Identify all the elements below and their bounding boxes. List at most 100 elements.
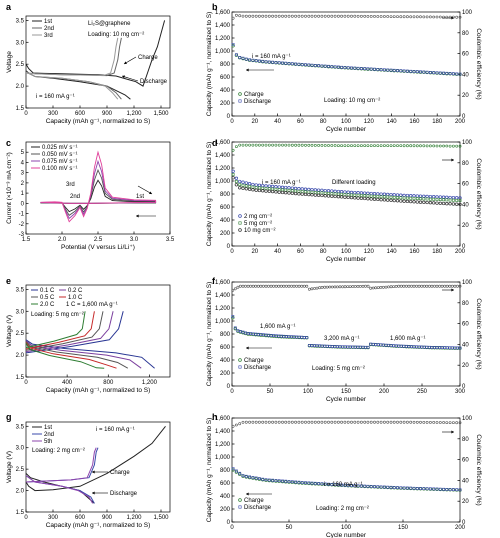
capacity-point [356, 196, 360, 200]
capacity-point [392, 486, 396, 489]
legend-label: 5th [44, 439, 52, 445]
y-tick-label: 1,000 [215, 179, 231, 185]
y-axis-label: Capacity (mAh g⁻¹, normalized to S) [206, 418, 213, 523]
arrowhead [136, 214, 139, 218]
capacity-point [356, 66, 360, 70]
y-axis-label: Voltage (V) [6, 315, 13, 347]
capacity-point [428, 487, 432, 491]
capacity-point [271, 478, 275, 482]
ce-point [396, 420, 399, 424]
capacity-point [376, 68, 380, 71]
x-tick-label: 0 [230, 389, 234, 395]
legend-label: 2nd [44, 26, 54, 32]
capacity-point [271, 60, 275, 64]
x-tick-label: 120 [364, 249, 375, 255]
ce-point [415, 144, 419, 148]
capacity-point [241, 56, 245, 60]
x-tick-label: 200 [455, 249, 466, 255]
series-5th-curve [25, 447, 97, 483]
capacity-point [290, 480, 294, 484]
ce-point [392, 285, 396, 289]
ce-point [445, 421, 449, 425]
capacity-point [317, 64, 321, 68]
capacity-point [379, 198, 383, 202]
capacity-point [236, 329, 240, 333]
legend-label: 5 mg cm⁻² [244, 221, 272, 227]
capacity-point [420, 345, 424, 349]
capacity-point [241, 180, 245, 184]
y-tick-label: 1,200 [215, 166, 231, 172]
capacity-point [320, 344, 324, 348]
ce-point [396, 144, 399, 148]
ce-point [409, 15, 413, 19]
capacity-point [231, 314, 235, 318]
ce-point [394, 284, 398, 288]
x-axis-label: Cycle number [326, 256, 367, 263]
y-right-tick-label: 0 [462, 114, 466, 120]
capacity-point [239, 329, 242, 333]
y-tick-label: 600 [220, 75, 231, 81]
ce-point [304, 143, 307, 147]
ce-point [234, 423, 238, 427]
ce-point [409, 420, 413, 424]
ce-point [304, 14, 307, 18]
y-tick-label: 200 [220, 101, 231, 107]
capacity-point [234, 183, 239, 187]
charge-curve [25, 311, 114, 353]
ce-point [234, 13, 238, 17]
ce-point [307, 14, 311, 18]
ce-point [244, 284, 247, 288]
plot-frame [25, 421, 171, 513]
ce-point [236, 285, 240, 289]
y-tick-label: 2.0 [16, 353, 25, 359]
x-tick-label: 150 [341, 389, 352, 395]
capacity-point [267, 333, 270, 337]
capacity-point [330, 65, 334, 69]
ce-point [438, 421, 442, 424]
arrow [137, 185, 153, 195]
capacity-point [297, 335, 301, 339]
legend-label: Discharge [244, 505, 272, 511]
y-right-tick-label: 20 [462, 93, 469, 99]
capacity-point [402, 199, 406, 203]
panel-c: c 1.5 2.0 2.5 3.0 3.5 -3 -2 -1 0 1 2 3 4 5 Potential (V… [6, 138, 175, 251]
ce-point [374, 286, 378, 290]
capacity-point [297, 480, 301, 484]
capacity-point [399, 199, 403, 203]
capacity-point [448, 488, 452, 491]
capacity-point [305, 336, 309, 339]
ce-point [402, 284, 406, 288]
arrowhead [246, 346, 249, 350]
capacity-point [402, 196, 406, 200]
capacity-point [448, 72, 452, 75]
plot-frame [25, 15, 171, 109]
ce-point [432, 420, 436, 424]
panel-a: a 0 300 600 900 1,200 1,500 1.5 2.0 2.5 3.0 3.5 Capa… [6, 2, 171, 125]
ce-point [327, 420, 330, 424]
capacity-point [238, 186, 242, 190]
capacity-point [238, 179, 242, 184]
capacity-point [244, 57, 248, 61]
ce-point [333, 144, 337, 147]
ce-point [402, 15, 406, 19]
capacity-point [399, 196, 403, 200]
ce-point [264, 14, 268, 18]
capacity-point [261, 189, 265, 193]
ce-point [415, 15, 419, 19]
capacity-point [412, 486, 416, 490]
capacity-point [389, 198, 393, 202]
capacity-point [251, 476, 255, 479]
y-tick-label: 1.5 [16, 106, 25, 112]
capacity-point [247, 182, 252, 186]
ce-point [364, 284, 367, 288]
y-tick-label: 2.0 [16, 489, 25, 495]
capacity-point [363, 484, 367, 488]
ce-point [392, 15, 396, 19]
capacity-point [407, 344, 411, 348]
capacity-point [333, 194, 337, 199]
ce-point [320, 14, 324, 18]
ce-point [366, 14, 370, 18]
capacity-point [274, 61, 278, 64]
x-tick-label: 20 [251, 119, 258, 125]
capacity-point [382, 485, 386, 489]
